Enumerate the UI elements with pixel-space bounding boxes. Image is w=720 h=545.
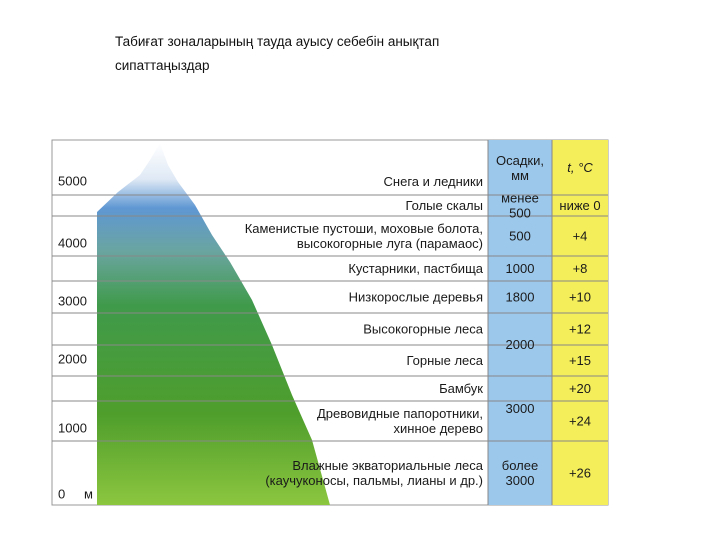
zone-label: Влажные экваториальные леса [292, 458, 483, 473]
altitude-label: 4000 [58, 236, 87, 251]
altitude-unit: м [84, 487, 93, 502]
precip-value: 500 [509, 206, 531, 221]
altitude-label: 5000 [58, 174, 87, 189]
precip-value: более [502, 458, 538, 473]
temp-value: +26 [569, 466, 591, 481]
altitude-label: 2000 [58, 352, 87, 367]
temp-value: +10 [569, 290, 591, 305]
temp-value: +15 [569, 353, 591, 368]
temp-value: +4 [573, 229, 588, 244]
precip-value: 3000 [506, 401, 535, 416]
zone-label: Снега и ледники [384, 174, 483, 189]
temp-value: +12 [569, 322, 591, 337]
mountain [97, 143, 330, 505]
temp-value: +24 [569, 414, 591, 429]
zone-label: Бамбук [439, 381, 483, 396]
zone-label: высокогорные луга (парамаос) [297, 236, 483, 251]
temp-value: +20 [569, 381, 591, 396]
temp-value: ниже 0 [559, 198, 600, 213]
altitude-label: 1000 [58, 421, 87, 436]
zone-label: Высокогорные леса [363, 322, 484, 337]
temp-column [552, 140, 608, 505]
zone-label: Кустарники, пастбища [348, 261, 483, 276]
precip-value: 1000 [506, 261, 535, 276]
precip-column [488, 140, 552, 505]
precip-value: 1800 [506, 290, 535, 305]
precip-value: 3000 [506, 473, 535, 488]
zone-label: хинное дерево [394, 421, 483, 436]
zone-label: Голые скалы [405, 198, 483, 213]
temp-value: +8 [573, 261, 588, 276]
zone-label: Горные леса [406, 353, 483, 368]
zone-label: Низкорослые деревья [349, 290, 483, 305]
zone-label: Каменистые пустоши, моховые болота, [245, 221, 483, 236]
precip-header: мм [511, 168, 529, 183]
temp-header: t, °C [567, 160, 593, 175]
altitude-label: 3000 [58, 294, 87, 309]
title-line: сипаттаңыздар [115, 58, 209, 73]
altitude-label: 0 [58, 487, 65, 502]
precip-value: менее [501, 191, 539, 206]
zone-label: (каучуконосы, пальмы, лианы и др.) [265, 473, 483, 488]
diagram: Снега и ледники Голые скалы Каменистые пус… [51, 139, 609, 506]
precip-value: 500 [509, 229, 531, 244]
title-line: Табиғат зоналарының тауда ауысу себебін … [115, 34, 439, 49]
precip-value: 2000 [506, 337, 535, 352]
zone-label: Древовидные папоротники, [317, 406, 483, 421]
precip-header: Осадки, [496, 153, 544, 168]
